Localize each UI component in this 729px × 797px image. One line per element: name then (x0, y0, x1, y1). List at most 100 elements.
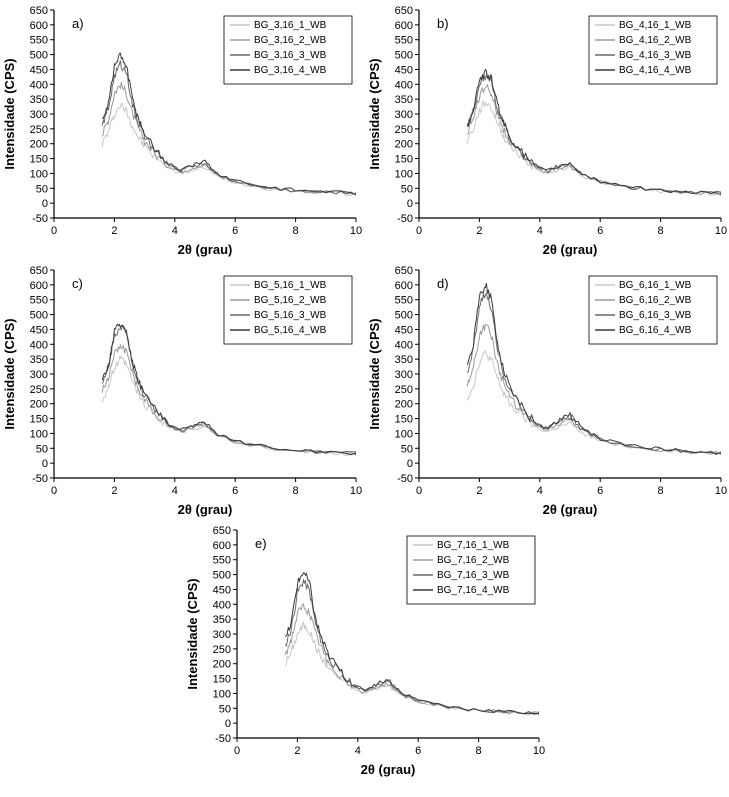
series-line (285, 622, 539, 716)
ytick-label: 400 (212, 599, 230, 611)
ytick-label: 300 (212, 629, 230, 641)
legend-label: BG_3,16_1_WB (254, 20, 327, 31)
panel-label: d) (437, 276, 449, 291)
ytick-label: 100 (394, 168, 412, 180)
xtick-label: 8 (475, 745, 481, 757)
ytick-label: 150 (30, 154, 48, 166)
xtick-label: 4 (172, 225, 178, 237)
ylabel: Intensidade (CPS) (2, 58, 17, 169)
xtick-label: 0 (51, 225, 57, 237)
ytick-label: 350 (30, 354, 48, 366)
xtick-label: 4 (536, 225, 542, 237)
ytick-label: 650 (394, 265, 412, 277)
series-line (102, 356, 356, 455)
ylabel: Intensidade (CPS) (2, 318, 17, 429)
ytick-label: 450 (394, 324, 412, 336)
legend-label: BG_3,16_2_WB (254, 35, 327, 46)
ytick-label: 400 (30, 339, 48, 351)
xlabel: 2θ (grau) (542, 502, 597, 517)
xtick-label: 8 (657, 225, 663, 237)
ytick-label: 200 (30, 399, 48, 411)
ytick-label: 450 (212, 584, 230, 596)
ytick-label: 350 (394, 94, 412, 106)
legend-label: BG_6,16_1_WB (619, 280, 692, 291)
xtick-label: 0 (415, 225, 421, 237)
ytick-label: 500 (394, 310, 412, 322)
ytick-label: 550 (30, 295, 48, 307)
xtick-label: 10 (350, 485, 362, 497)
xlabel: 2θ (grau) (178, 502, 233, 517)
ytick-label: 600 (394, 280, 412, 292)
ytick-label: 100 (30, 168, 48, 180)
xtick-label: 6 (232, 485, 238, 497)
ytick-label: 550 (30, 35, 48, 47)
ytick-label: 50 (36, 443, 48, 455)
legend-label: BG_7,16_3_WB (437, 570, 510, 581)
ytick-label: 500 (30, 310, 48, 322)
ytick-label: 0 (406, 458, 412, 470)
ytick-label: -50 (397, 473, 413, 485)
ytick-label: 50 (400, 183, 412, 195)
ytick-label: 350 (212, 614, 230, 626)
ytick-label: 0 (224, 718, 230, 730)
ytick-label: 450 (30, 324, 48, 336)
ytick-label: 300 (30, 109, 48, 121)
xtick-label: 10 (350, 225, 362, 237)
xtick-label: 0 (415, 485, 421, 497)
ytick-label: 100 (212, 688, 230, 700)
ytick-label: -50 (32, 213, 48, 225)
ytick-label: 100 (30, 428, 48, 440)
xtick-label: 0 (233, 745, 239, 757)
legend-label: BG_5,16_3_WB (254, 310, 327, 321)
ytick-label: 600 (30, 280, 48, 292)
ytick-label: 150 (394, 154, 412, 166)
xtick-label: 6 (597, 225, 603, 237)
ytick-label: 550 (394, 35, 412, 47)
xlabel: 2θ (grau) (360, 762, 415, 777)
ytick-label: 250 (30, 384, 48, 396)
ytick-label: 500 (30, 50, 48, 62)
legend-label: BG_4,16_4_WB (619, 65, 692, 76)
legend-label: BG_4,16_1_WB (619, 20, 692, 31)
panel-c: -500501001502002503003504004505005506006… (0, 260, 365, 520)
legend-label: BG_6,16_2_WB (619, 295, 692, 306)
legend-label: BG_3,16_3_WB (254, 50, 327, 61)
xtick-label: 2 (476, 485, 482, 497)
ytick-label: 500 (394, 50, 412, 62)
xtick-label: 10 (714, 485, 726, 497)
ytick-label: 100 (394, 428, 412, 440)
panel-d: -500501001502002503003504004505005506006… (365, 260, 729, 520)
ytick-label: 600 (212, 540, 230, 552)
ytick-label: 200 (212, 659, 230, 671)
ytick-label: 650 (394, 5, 412, 17)
ytick-label: 50 (218, 703, 230, 715)
series-line (467, 85, 721, 195)
series-line (102, 104, 356, 196)
legend-label: BG_7,16_4_WB (437, 585, 510, 596)
legend-label: BG_5,16_4_WB (254, 325, 327, 336)
ytick-label: 250 (30, 124, 48, 136)
xtick-label: 2 (111, 225, 117, 237)
xtick-label: 8 (293, 485, 299, 497)
ytick-label: 0 (406, 198, 412, 210)
panel-e: -500501001502002503003504004505005506006… (0, 520, 729, 780)
xtick-label: 4 (536, 485, 542, 497)
ytick-label: 250 (212, 644, 230, 656)
ytick-label: 300 (394, 109, 412, 121)
ytick-label: 200 (394, 139, 412, 151)
xtick-label: 2 (111, 485, 117, 497)
xtick-label: 10 (532, 745, 544, 757)
ytick-label: 300 (394, 369, 412, 381)
ytick-label: 150 (394, 414, 412, 426)
xtick-label: 4 (354, 745, 360, 757)
ytick-label: 650 (30, 265, 48, 277)
ytick-label: 150 (30, 414, 48, 426)
ytick-label: 550 (394, 295, 412, 307)
ytick-label: 650 (30, 5, 48, 17)
ytick-label: 450 (394, 64, 412, 76)
panel-label: e) (255, 536, 267, 551)
ytick-label: 200 (394, 399, 412, 411)
legend-label: BG_4,16_3_WB (619, 50, 692, 61)
ytick-label: 250 (394, 124, 412, 136)
legend-label: BG_3,16_4_WB (254, 65, 327, 76)
